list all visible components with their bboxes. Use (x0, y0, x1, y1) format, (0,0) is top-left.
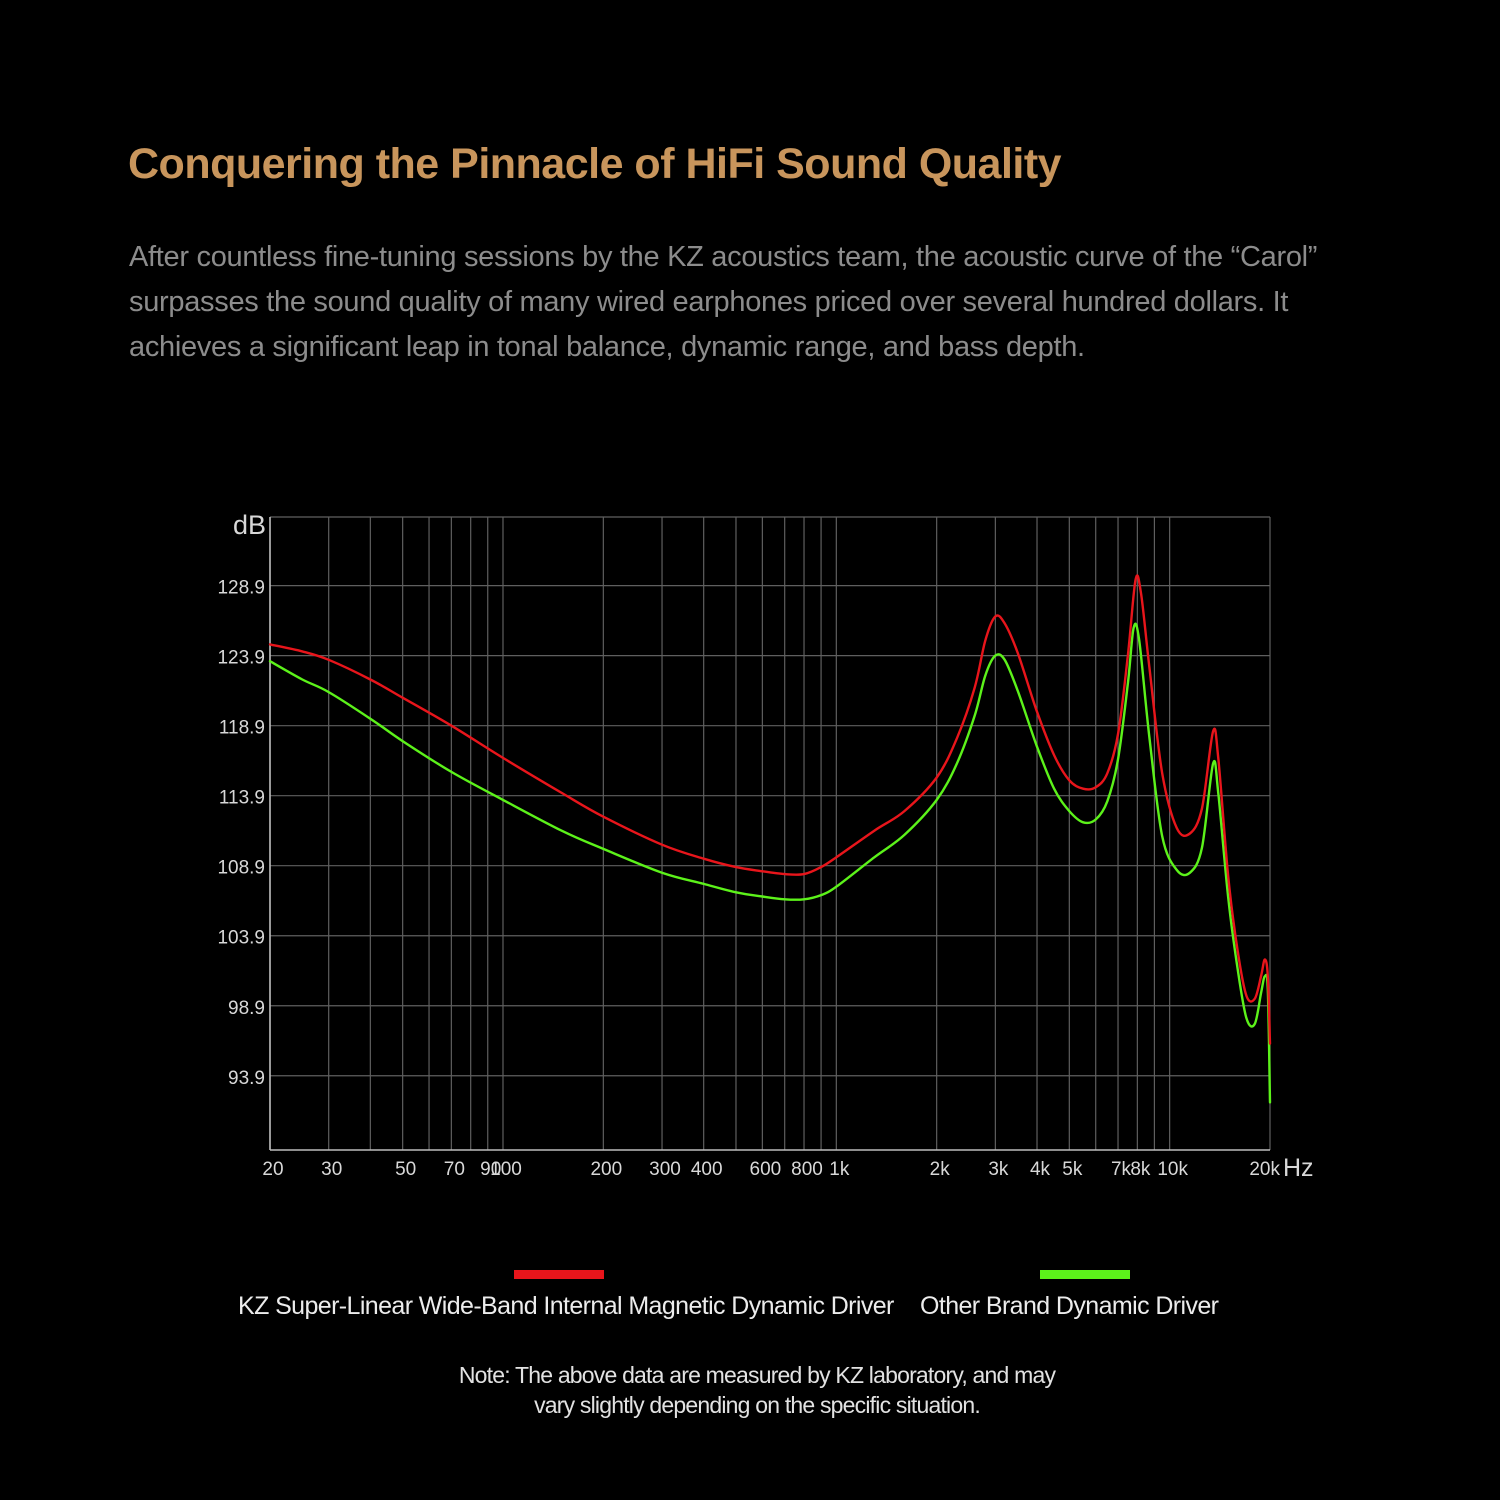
x-tick-label: 20k (1249, 1159, 1280, 1180)
chart-series (268, 574, 1272, 1104)
x-tick-label: 1k (829, 1159, 850, 1180)
page-description: After countless fine-tuning sessions by … (129, 241, 1318, 363)
x-tick-label: 4k (1030, 1159, 1051, 1180)
y-tick-label: 108.9 (217, 858, 265, 879)
x-tick-label: 2k (930, 1159, 951, 1180)
note-line-2: vary slightly depending on the specific … (534, 1392, 981, 1418)
y-tick-label: 103.9 (217, 928, 265, 949)
x-tick-label: 300 (649, 1159, 681, 1180)
series-line-other (268, 622, 1272, 1104)
legend-label-kz: KZ Super-Linear Wide-Band Internal Magne… (238, 1292, 894, 1320)
x-tick-label: 600 (750, 1159, 782, 1180)
chart-gridlines (269, 516, 1271, 1150)
legend-swatch-kz (514, 1270, 604, 1279)
page-title: Conquering the Pinnacle of HiFi Sound Qu… (128, 140, 1062, 188)
legend-swatch-other (1040, 1270, 1130, 1279)
x-tick-label: 30 (321, 1159, 342, 1180)
legend-label-other: Other Brand Dynamic Driver (920, 1292, 1219, 1320)
x-tick-label: 90 (480, 1159, 501, 1180)
y-tick-label: 93.9 (228, 1068, 265, 1089)
note-line-1: Note: The above data are measured by KZ … (458, 1362, 1056, 1388)
y-tick-label: 123.9 (217, 648, 265, 669)
x-tick-label: 7k (1111, 1159, 1132, 1180)
y-tick-label: 118.9 (219, 718, 265, 739)
y-axis-label: dB (233, 510, 266, 540)
x-tick-label: 70 (444, 1159, 465, 1180)
x-tick-label: 200 (590, 1159, 622, 1180)
y-tick-label: 128.9 (217, 578, 265, 599)
x-tick-label: 800 (791, 1159, 823, 1180)
x-tick-label: 20 (262, 1159, 283, 1180)
x-tick-label: 3k (988, 1159, 1009, 1180)
y-tick-label: 98.9 (228, 998, 265, 1019)
x-tick-label: 10k (1157, 1159, 1188, 1180)
x-tick-label: 50 (395, 1159, 416, 1180)
chart-axes: dB Hz 93.9 98.9 103.9 108.9 113.9 118.9 123.9 1… (217, 510, 1313, 1182)
x-axis-label: Hz (1283, 1154, 1314, 1182)
x-tick-label: 100 (490, 1159, 522, 1180)
measurement-note: Note: The above data are measured by KZ … (350, 1360, 1164, 1420)
x-tick-label: 5k (1062, 1159, 1083, 1180)
y-tick-label: 113.9 (219, 788, 265, 809)
series-line-kz (268, 574, 1272, 1045)
x-tick-label: 400 (691, 1159, 723, 1180)
x-tick-label: 8k (1130, 1159, 1151, 1180)
